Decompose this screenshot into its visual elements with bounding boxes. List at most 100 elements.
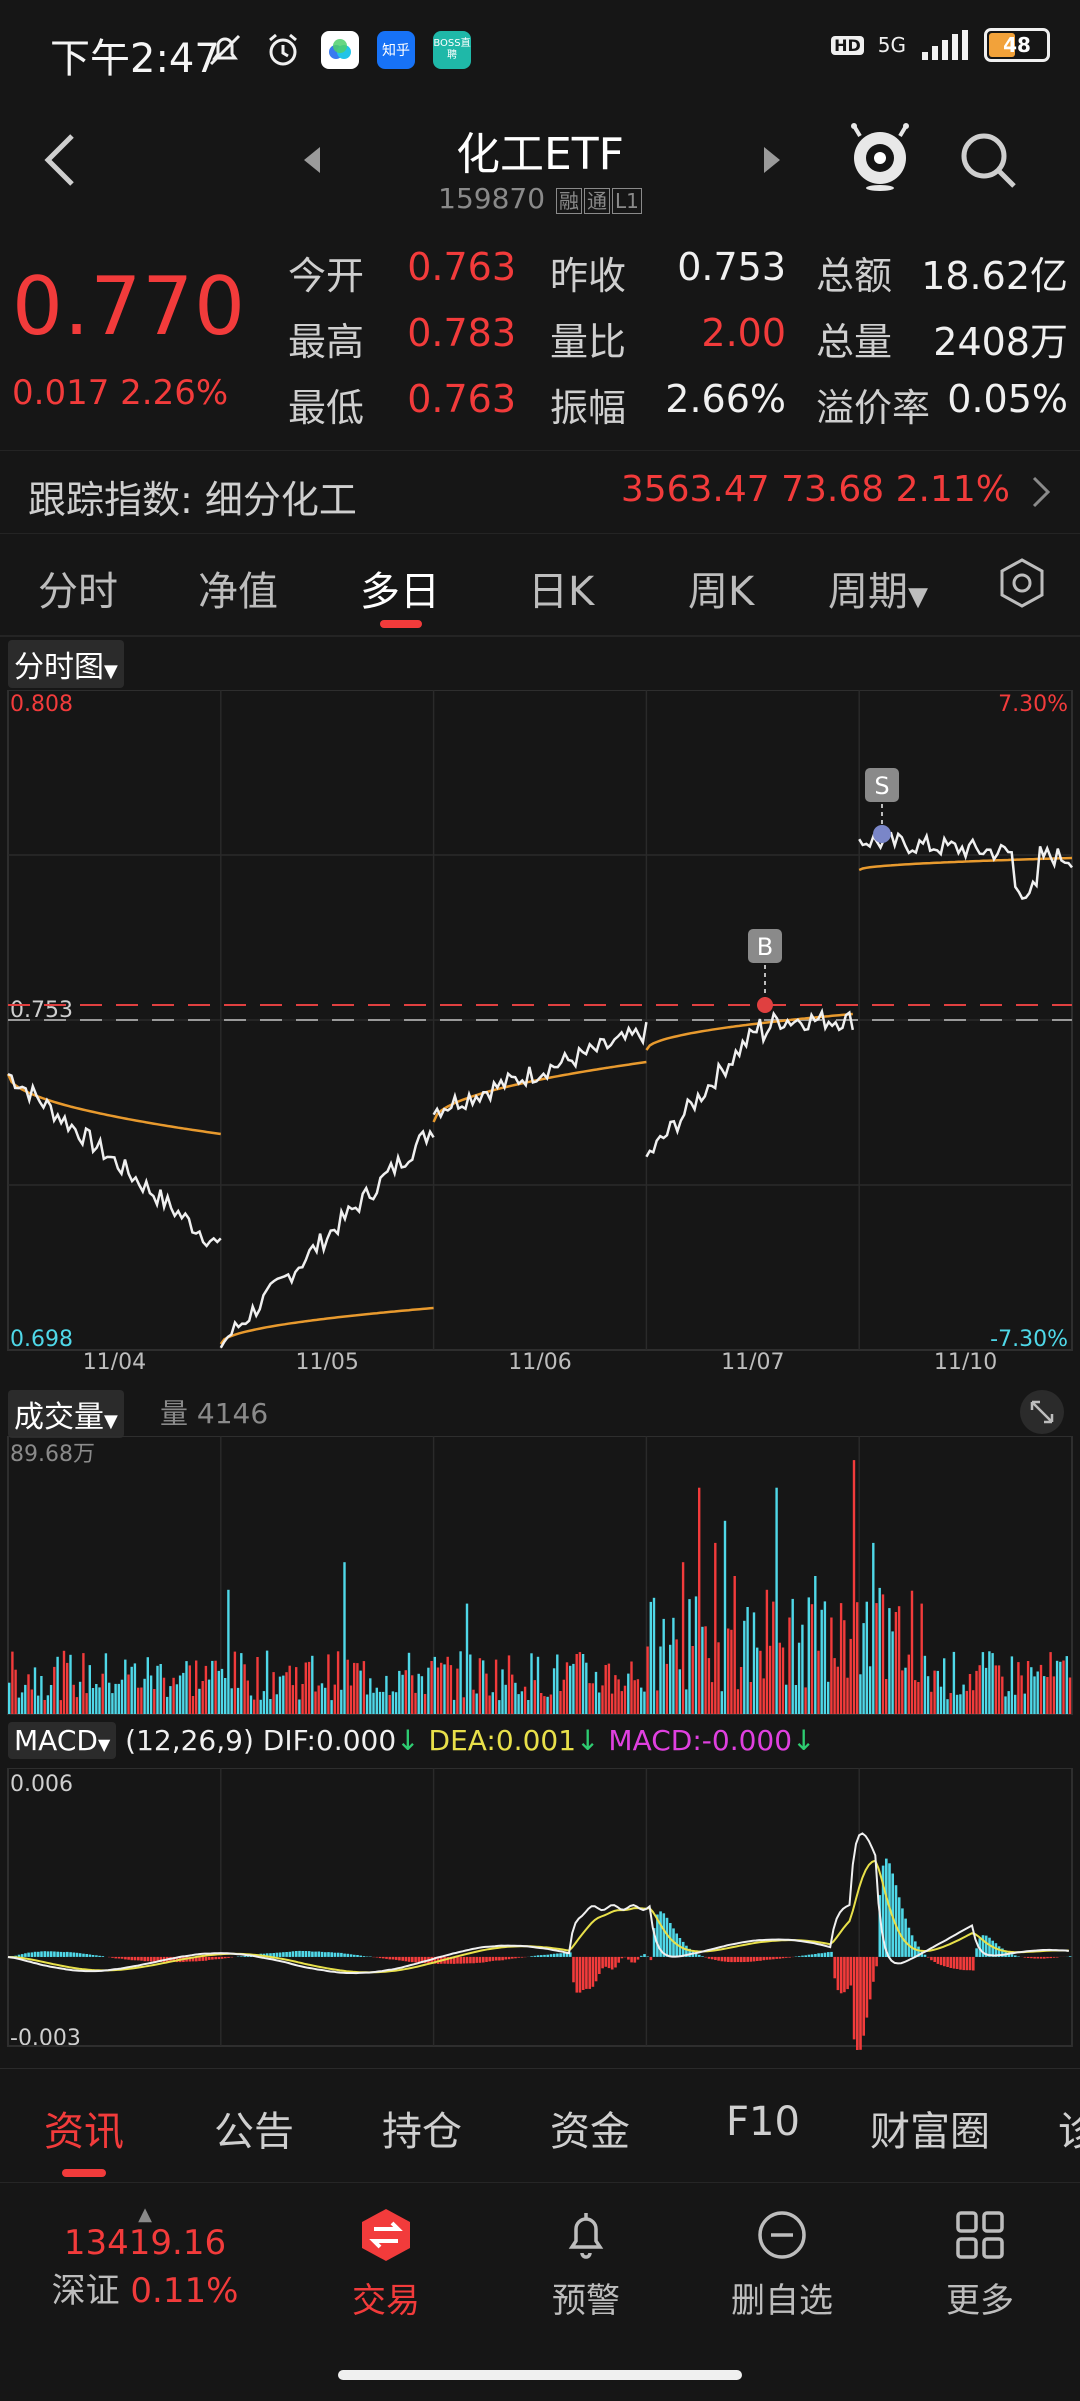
volume-bar: [463, 1697, 465, 1714]
macd-bar: [1037, 1957, 1040, 1959]
search-icon[interactable]: [958, 130, 1018, 190]
volume-bar: [885, 1679, 887, 1714]
volume-bar: [366, 1695, 368, 1715]
volume-bar: [650, 1602, 652, 1714]
macd-bar: [395, 1957, 398, 1960]
macd-bar: [975, 1948, 978, 1957]
tab-wealth-circle[interactable]: 财富圈: [870, 2099, 990, 2157]
macd-bar: [276, 1953, 279, 1957]
volume-bar: [105, 1653, 107, 1714]
volume-bar: [263, 1691, 265, 1714]
chart-type-dropdown[interactable]: 分时图▼: [8, 640, 124, 688]
volume-bar: [118, 1684, 120, 1714]
volume-bar: [1059, 1662, 1061, 1714]
tab-multiday[interactable]: 多日: [360, 559, 440, 617]
volume-dropdown[interactable]: 成交量▼: [8, 1390, 124, 1438]
macd-bar: [563, 1953, 566, 1957]
macd-bar: [759, 1957, 762, 1961]
expand-icon[interactable]: [1018, 1388, 1066, 1436]
volume-bar: [108, 1683, 110, 1714]
volume-bar: [340, 1690, 342, 1714]
nav-more[interactable]: 更多: [890, 2207, 1070, 2322]
tab-funds[interactable]: 资金: [550, 2099, 630, 2157]
sell-marker-label: S: [874, 772, 889, 800]
index-ticker[interactable]: ▲ 13419.16 深证 0.11%: [0, 2207, 290, 2312]
macd-bar: [540, 1955, 543, 1957]
volume-bar: [272, 1672, 274, 1714]
nav-remove-watchlist[interactable]: 删自选: [692, 2207, 872, 2322]
volume-bar: [1004, 1696, 1006, 1714]
tab-daily-k[interactable]: 日K: [528, 559, 594, 617]
tab-intraday[interactable]: 分时: [38, 559, 118, 617]
volume-bar: [788, 1618, 790, 1715]
macd-bar: [330, 1952, 333, 1957]
volume-bar: [488, 1696, 490, 1715]
macd-bar: [862, 1957, 865, 2036]
macd-bar: [221, 1957, 224, 1959]
volume-bar: [888, 1608, 890, 1714]
volume-bar: [79, 1682, 81, 1714]
mascot-icon[interactable]: [848, 122, 912, 192]
tab-weekly-k[interactable]: 周K: [688, 559, 754, 617]
volume-bar: [111, 1693, 113, 1714]
tag-margin: 融: [556, 188, 582, 214]
macd-dropdown[interactable]: MACD▼: [8, 1722, 116, 1759]
volume-bar: [576, 1654, 578, 1714]
volume-bar: [572, 1664, 574, 1714]
macd-bar: [66, 1952, 69, 1957]
tab-holdings[interactable]: 持仓: [382, 2099, 462, 2157]
nav-trade[interactable]: 交易: [296, 2207, 476, 2322]
macd-bar: [498, 1957, 501, 1961]
next-stock-icon[interactable]: [760, 145, 784, 175]
volume-bar: [392, 1691, 394, 1714]
settings-hex-icon[interactable]: [996, 557, 1048, 609]
volume-bar: [314, 1692, 316, 1715]
volume-bar: [901, 1670, 903, 1714]
tab-period[interactable]: 周期▼: [828, 559, 928, 617]
macd-bar: [724, 1957, 727, 1962]
volume-bar: [95, 1684, 97, 1714]
macd-bar: [308, 1951, 311, 1957]
tab-news[interactable]: 资讯: [44, 2099, 124, 2157]
macd-bar: [127, 1957, 130, 1960]
volume-bar: [524, 1687, 526, 1714]
tab-announcements[interactable]: 公告: [214, 2099, 294, 2157]
macd-bar: [730, 1957, 733, 1962]
volume-bar: [859, 1674, 861, 1714]
volume-bar: [759, 1651, 761, 1714]
nav-alert[interactable]: 预警: [496, 2207, 676, 2322]
status-time: 下午2:47: [50, 26, 220, 84]
macd-bar: [821, 1953, 824, 1957]
volume-bar: [260, 1700, 262, 1714]
macd-bar: [1014, 1955, 1017, 1957]
macd-bar: [743, 1957, 746, 1962]
tab-f10[interactable]: F10: [726, 2099, 800, 2145]
macd-bar: [350, 1954, 353, 1957]
volume-bar: [237, 1688, 239, 1714]
tracking-index-row[interactable]: 跟踪指数: 细分化工 3563.47 73.68 2.11%: [0, 450, 1080, 534]
macd-bar: [808, 1955, 811, 1957]
macd-chart[interactable]: [0, 1768, 1080, 2050]
volume-bar: [933, 1671, 935, 1714]
macd-bar: [627, 1957, 630, 1960]
volume-bar: [798, 1643, 800, 1714]
macd-bar: [866, 1957, 869, 2018]
volume-bar: [279, 1677, 281, 1714]
macd-bar: [140, 1957, 143, 1961]
volume-bar: [988, 1651, 990, 1714]
tab-nav[interactable]: 净值: [198, 559, 278, 617]
volume-bar: [385, 1676, 387, 1714]
quote-label: 振幅: [550, 377, 626, 432]
macd-bar: [324, 1952, 327, 1957]
volume-bar: [98, 1687, 100, 1714]
volume-bar: [47, 1695, 49, 1714]
boss-app-icon: BOSS直聘: [433, 31, 471, 69]
macd-bar: [31, 1952, 34, 1957]
tab-diagnosis[interactable]: 诊: [1058, 2099, 1080, 2157]
volume-bar: [924, 1656, 926, 1714]
macd-bar: [711, 1957, 714, 1959]
macd-bar: [318, 1952, 321, 1957]
volume-chart[interactable]: [0, 1436, 1080, 1718]
volume-bar: [830, 1618, 832, 1715]
